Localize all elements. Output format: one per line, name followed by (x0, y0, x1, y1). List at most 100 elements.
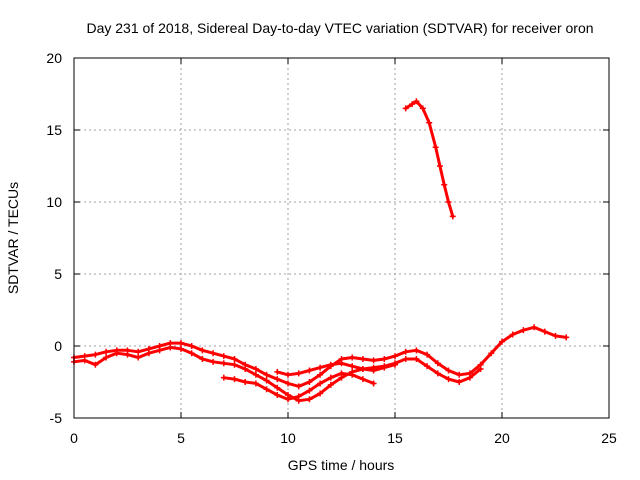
data-point (359, 376, 366, 383)
data-point (124, 351, 131, 358)
data-point (381, 355, 388, 362)
y-axis-label: SDTVAR / TECUs (5, 182, 21, 294)
data-point (285, 371, 291, 378)
data-point (499, 338, 505, 345)
data-point (541, 328, 548, 335)
data-point (317, 390, 324, 397)
data-point (306, 379, 313, 385)
data-point (552, 332, 559, 339)
data-point (434, 360, 441, 367)
data-point (103, 354, 110, 361)
data-point (424, 351, 431, 358)
data-point (349, 354, 356, 361)
x-tick-label: 20 (494, 430, 510, 446)
data-point (477, 366, 484, 373)
data-point (92, 351, 99, 358)
data-point (263, 386, 270, 393)
chart-title: Day 231 of 2018, Sidereal Day-to-day VTE… (86, 20, 593, 36)
y-tick-label: 15 (46, 122, 62, 138)
x-axis-ticks: 0 5 10 15 20 25 (70, 58, 617, 446)
data-point (445, 367, 452, 374)
data-point (402, 105, 409, 112)
data-point (285, 396, 291, 403)
data-point (338, 360, 345, 367)
data-point (242, 366, 249, 373)
y-tick-label: 10 (46, 194, 62, 210)
data-point (252, 366, 259, 373)
data-point (210, 358, 217, 365)
data-point (392, 353, 398, 360)
data-point (135, 348, 142, 355)
data-point (220, 374, 227, 381)
data-point (338, 370, 345, 377)
data-point (327, 381, 334, 388)
data-point (402, 348, 409, 355)
data-point (317, 380, 324, 387)
data-point (263, 377, 270, 384)
data-point (274, 368, 281, 375)
data-point (156, 347, 163, 354)
data-point (370, 380, 377, 387)
data-point (274, 391, 281, 398)
data-point (263, 371, 270, 378)
y-axis-ticks: -5 0 5 10 15 20 (46, 50, 609, 426)
data-point (441, 181, 448, 188)
data-point (252, 371, 259, 378)
data-point (327, 374, 334, 381)
plot-frame (73, 57, 610, 419)
data-point (188, 343, 195, 349)
data-point (349, 363, 356, 370)
data-point (456, 371, 463, 378)
data-point (274, 376, 281, 383)
data-point (167, 344, 174, 351)
data-point (295, 383, 302, 390)
data-point (188, 350, 195, 357)
data-point (252, 380, 259, 387)
series-line-sat-d (275, 361, 397, 377)
data-point (92, 361, 99, 368)
data-point (306, 367, 313, 374)
data-point (413, 355, 420, 362)
series-line-sat-e (404, 99, 455, 218)
data-point (563, 334, 570, 341)
data-point (370, 367, 377, 374)
data-point (466, 374, 473, 381)
data-point (231, 376, 238, 383)
x-tick-label: 5 (177, 430, 185, 446)
data-point (231, 361, 238, 368)
data-point (520, 327, 527, 334)
data-point (434, 370, 441, 377)
data-point (327, 361, 334, 368)
data-point (445, 199, 452, 205)
data-point (306, 396, 313, 403)
data-point (413, 347, 420, 354)
data-point (426, 119, 433, 126)
data-point (231, 355, 238, 362)
y-tick-label: 20 (46, 50, 62, 66)
data-point (509, 331, 516, 338)
x-tick-label: 25 (601, 430, 617, 446)
x-tick-label: 0 (70, 430, 78, 446)
data-point (456, 379, 463, 385)
data-point (488, 350, 495, 357)
data-point (436, 163, 443, 169)
data-point (210, 350, 217, 357)
data-point (295, 370, 302, 377)
data-point (317, 364, 324, 371)
data-point (409, 101, 416, 108)
data-point (135, 354, 142, 361)
data-point (381, 364, 388, 371)
data-point (178, 340, 184, 347)
data-point (285, 380, 291, 387)
data-point (359, 355, 366, 362)
data-point (402, 355, 409, 362)
y-tick-label: -5 (50, 410, 63, 426)
data-point (178, 345, 184, 352)
data-point (413, 98, 420, 105)
data-point (145, 350, 152, 357)
data-point (531, 324, 538, 331)
grid-lines (74, 58, 609, 418)
x-tick-label: 10 (280, 430, 296, 446)
data-point (432, 144, 439, 151)
data-point (370, 357, 377, 364)
